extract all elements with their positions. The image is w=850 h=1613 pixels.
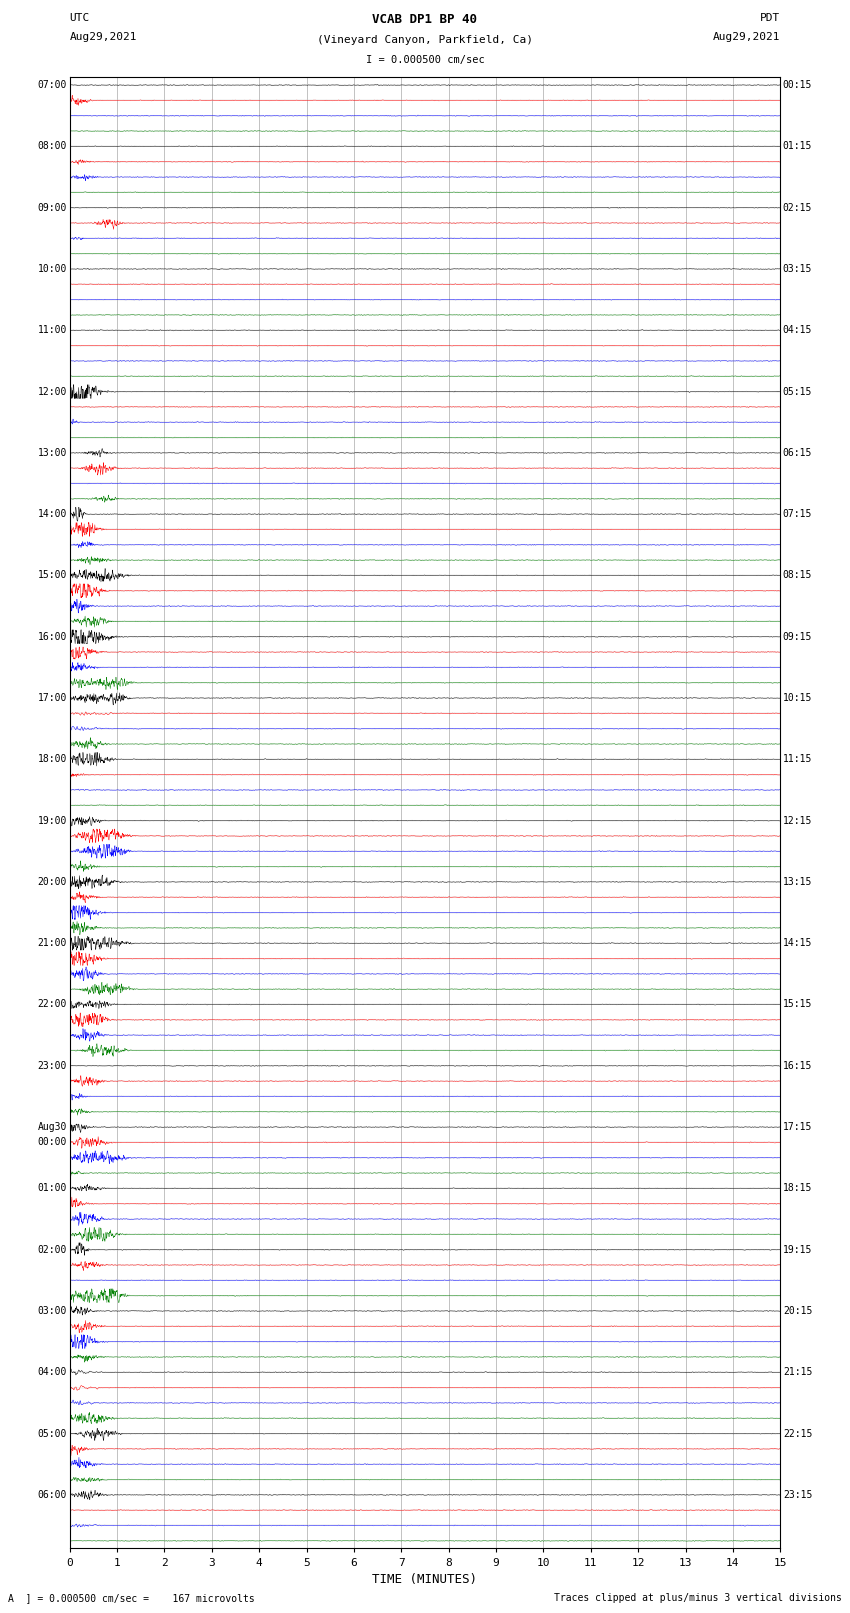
Text: UTC: UTC xyxy=(70,13,90,23)
Text: 10:15: 10:15 xyxy=(783,694,813,703)
Text: 07:15: 07:15 xyxy=(783,510,813,519)
Text: 13:15: 13:15 xyxy=(783,877,813,887)
Text: 16:00: 16:00 xyxy=(37,632,67,642)
Text: 01:15: 01:15 xyxy=(783,142,813,152)
Text: 17:00: 17:00 xyxy=(37,694,67,703)
Text: Aug29,2021: Aug29,2021 xyxy=(70,32,137,42)
Text: 14:00: 14:00 xyxy=(37,510,67,519)
Text: 02:15: 02:15 xyxy=(783,203,813,213)
Text: 11:00: 11:00 xyxy=(37,326,67,336)
Text: 23:00: 23:00 xyxy=(37,1061,67,1071)
Text: 00:15: 00:15 xyxy=(783,81,813,90)
Text: Traces clipped at plus/minus 3 vertical divisions: Traces clipped at plus/minus 3 vertical … xyxy=(553,1594,842,1603)
Text: 21:15: 21:15 xyxy=(783,1368,813,1378)
Text: 02:00: 02:00 xyxy=(37,1245,67,1255)
Text: 19:00: 19:00 xyxy=(37,816,67,826)
Text: 00:00: 00:00 xyxy=(37,1137,67,1147)
Text: 22:00: 22:00 xyxy=(37,1000,67,1010)
Text: 13:00: 13:00 xyxy=(37,448,67,458)
Text: 15:15: 15:15 xyxy=(783,1000,813,1010)
Text: 04:15: 04:15 xyxy=(783,326,813,336)
Text: 05:15: 05:15 xyxy=(783,387,813,397)
Text: 22:15: 22:15 xyxy=(783,1429,813,1439)
Text: 18:15: 18:15 xyxy=(783,1184,813,1194)
Text: 01:00: 01:00 xyxy=(37,1184,67,1194)
Text: VCAB DP1 BP 40: VCAB DP1 BP 40 xyxy=(372,13,478,26)
Text: 23:15: 23:15 xyxy=(783,1490,813,1500)
Text: 18:00: 18:00 xyxy=(37,755,67,765)
Text: 12:15: 12:15 xyxy=(783,816,813,826)
Text: 10:00: 10:00 xyxy=(37,265,67,274)
Text: 20:15: 20:15 xyxy=(783,1307,813,1316)
Text: 09:15: 09:15 xyxy=(783,632,813,642)
Text: 03:15: 03:15 xyxy=(783,265,813,274)
Text: I = 0.000500 cm/sec: I = 0.000500 cm/sec xyxy=(366,55,484,65)
Text: 17:15: 17:15 xyxy=(783,1123,813,1132)
Text: 08:15: 08:15 xyxy=(783,571,813,581)
Text: 16:15: 16:15 xyxy=(783,1061,813,1071)
Text: Aug30: Aug30 xyxy=(37,1123,67,1132)
Text: 06:00: 06:00 xyxy=(37,1490,67,1500)
Text: A  ] = 0.000500 cm/sec =    167 microvolts: A ] = 0.000500 cm/sec = 167 microvolts xyxy=(8,1594,255,1603)
Text: 12:00: 12:00 xyxy=(37,387,67,397)
Text: 14:15: 14:15 xyxy=(783,939,813,948)
Text: 21:00: 21:00 xyxy=(37,939,67,948)
Text: 19:15: 19:15 xyxy=(783,1245,813,1255)
Text: PDT: PDT xyxy=(760,13,780,23)
Text: 08:00: 08:00 xyxy=(37,142,67,152)
Text: 05:00: 05:00 xyxy=(37,1429,67,1439)
Text: 04:00: 04:00 xyxy=(37,1368,67,1378)
Text: 03:00: 03:00 xyxy=(37,1307,67,1316)
Text: 11:15: 11:15 xyxy=(783,755,813,765)
Text: (Vineyard Canyon, Parkfield, Ca): (Vineyard Canyon, Parkfield, Ca) xyxy=(317,35,533,45)
Text: 06:15: 06:15 xyxy=(783,448,813,458)
X-axis label: TIME (MINUTES): TIME (MINUTES) xyxy=(372,1573,478,1586)
Text: 07:00: 07:00 xyxy=(37,81,67,90)
Text: Aug29,2021: Aug29,2021 xyxy=(713,32,780,42)
Text: 20:00: 20:00 xyxy=(37,877,67,887)
Text: 09:00: 09:00 xyxy=(37,203,67,213)
Text: 15:00: 15:00 xyxy=(37,571,67,581)
